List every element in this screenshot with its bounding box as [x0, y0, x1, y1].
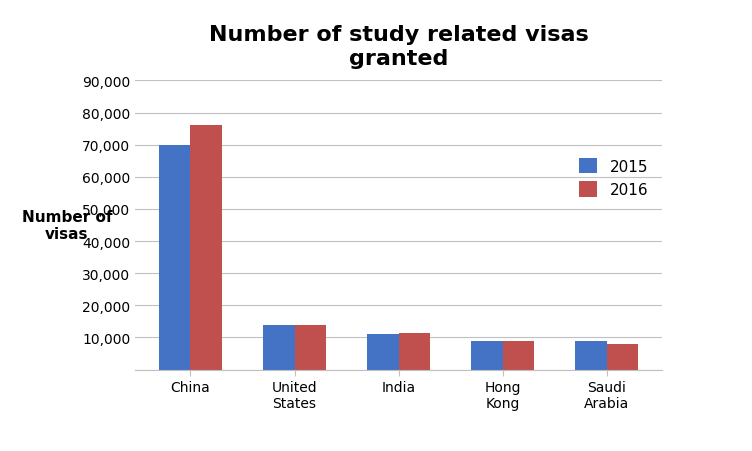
Bar: [399, 333, 430, 370]
Bar: [159, 145, 190, 370]
Bar: [263, 325, 295, 370]
Legend: 2015, 2016: 2015, 2016: [573, 152, 654, 204]
Title: Number of study related visas
granted: Number of study related visas granted: [209, 25, 588, 69]
Bar: [502, 341, 534, 370]
Bar: [190, 126, 222, 370]
Bar: [607, 344, 638, 370]
Text: Number of
visas: Number of visas: [22, 209, 112, 242]
Bar: [367, 335, 399, 370]
Bar: [295, 325, 326, 370]
Bar: [575, 341, 607, 370]
Bar: [472, 341, 502, 370]
